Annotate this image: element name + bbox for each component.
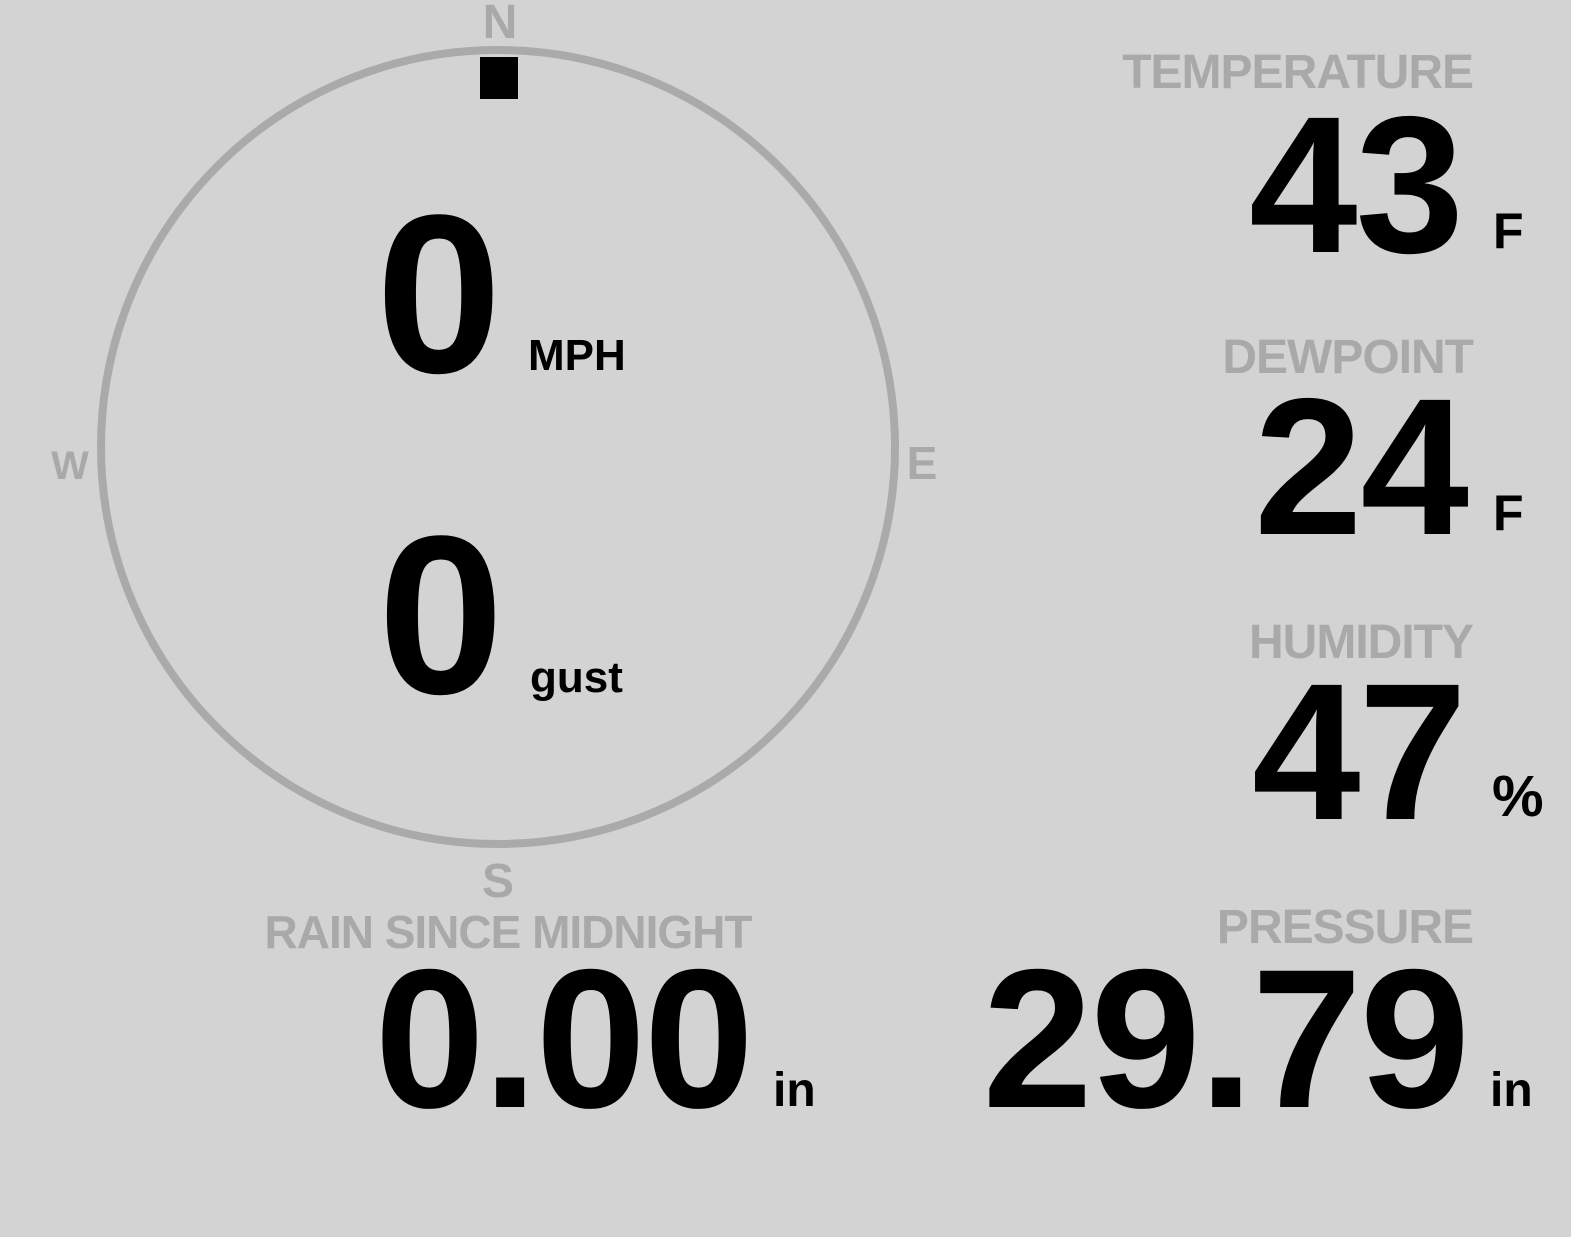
humidity-unit: % bbox=[1492, 764, 1544, 829]
pressure-label: PRESSURE bbox=[1216, 901, 1474, 954]
dewpoint-value: 24 bbox=[1254, 358, 1469, 576]
dewpoint-unit: F bbox=[1493, 485, 1524, 541]
compass-west-label: W bbox=[51, 444, 89, 488]
rain-unit: in bbox=[773, 1064, 816, 1117]
compass-ring bbox=[97, 46, 899, 848]
gust-value: 0 bbox=[378, 488, 504, 741]
pressure-value: 29.79 bbox=[982, 928, 1470, 1149]
temperature-value: 43 bbox=[1249, 76, 1464, 294]
temperature-label: TEMPERATURE bbox=[1122, 46, 1474, 99]
wind-speed-unit: MPH bbox=[528, 331, 626, 380]
rain-label: RAIN SINCE MIDNIGHT bbox=[264, 906, 753, 958]
dewpoint-label: DEWPOINT bbox=[1222, 331, 1474, 384]
compass-south-label: S bbox=[481, 855, 515, 908]
wind-speed-value: 0 bbox=[376, 167, 502, 420]
compass-east-label: E bbox=[906, 437, 938, 489]
wind-direction-marker bbox=[480, 57, 518, 99]
compass-north-label: N bbox=[482, 0, 518, 49]
pressure-unit: in bbox=[1490, 1064, 1533, 1117]
humidity-value: 47 bbox=[1252, 643, 1467, 861]
temperature-unit: F bbox=[1493, 203, 1524, 259]
rain-value: 0.00 bbox=[374, 928, 754, 1149]
gust-label: gust bbox=[530, 653, 623, 702]
humidity-label: HUMIDITY bbox=[1249, 616, 1474, 669]
